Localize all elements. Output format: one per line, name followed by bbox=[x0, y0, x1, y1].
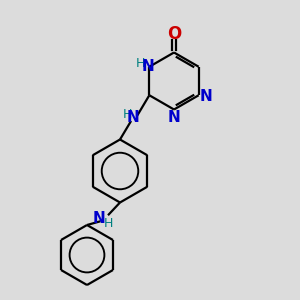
Text: H: H bbox=[122, 109, 132, 122]
Text: N: N bbox=[200, 89, 213, 104]
Text: H: H bbox=[103, 217, 113, 230]
Text: O: O bbox=[167, 25, 181, 43]
Text: N: N bbox=[141, 59, 154, 74]
Text: N: N bbox=[93, 211, 105, 226]
Text: N: N bbox=[127, 110, 139, 125]
Text: N: N bbox=[168, 110, 180, 125]
Text: H: H bbox=[136, 57, 146, 70]
